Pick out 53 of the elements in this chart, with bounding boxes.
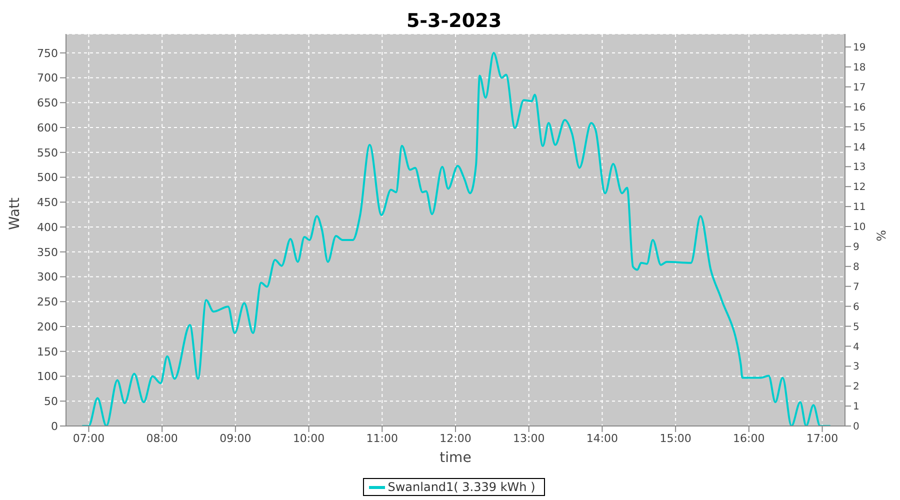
x-tick-label: 14:00 xyxy=(586,432,618,445)
x-tick-label: 09:00 xyxy=(220,432,252,445)
chart-title: 5-3-2023 xyxy=(405,10,503,32)
y2-tick-label: 8 xyxy=(853,262,860,273)
x-tick-label: 15:00 xyxy=(660,432,692,445)
y2-tick-label: 15 xyxy=(853,122,866,134)
y2-tick-label: 2 xyxy=(853,382,860,393)
y-tick-label: 50 xyxy=(44,395,58,408)
y-tick-label: 350 xyxy=(37,246,58,259)
y2-tick-label: 10 xyxy=(853,222,866,234)
y-tick-label: 0 xyxy=(51,420,58,433)
y-tick-label: 650 xyxy=(37,96,58,110)
y2-axis-title: % xyxy=(874,230,888,242)
y-tick-label: 700 xyxy=(37,72,58,85)
y2-tick-label: 17 xyxy=(853,82,866,94)
y2-tick-label: 0 xyxy=(853,422,860,433)
y-tick-label: 550 xyxy=(37,146,58,160)
y2-tick-label: 14 xyxy=(853,142,866,154)
x-tick-label: 10:00 xyxy=(292,432,325,445)
y-tick-label: 150 xyxy=(37,345,58,358)
y-tick-label: 750 xyxy=(37,46,58,60)
y-tick-label: 500 xyxy=(37,171,58,184)
y2-tick-label: 13 xyxy=(853,162,866,174)
x-tick-label: 16:00 xyxy=(733,432,765,445)
x-tick-label: 07:00 xyxy=(72,432,105,445)
y2-tick-label: 7 xyxy=(853,282,860,293)
y2-tick-label: 18 xyxy=(853,62,866,74)
y-tick-label: 300 xyxy=(37,270,58,284)
x-tick-label: 13:00 xyxy=(513,432,545,445)
y2-tick-label: 4 xyxy=(853,342,860,353)
x-tick-label: 12:00 xyxy=(440,432,472,445)
y2-tick-label: 1 xyxy=(853,402,860,413)
y2-tick-label: 9 xyxy=(853,242,860,254)
x-tick-label: 11:00 xyxy=(366,432,398,445)
y2-tick-label: 16 xyxy=(853,102,866,114)
y-tick-label: 450 xyxy=(37,196,58,210)
line-series xyxy=(81,52,832,426)
y2-tick-label: 19 xyxy=(853,42,866,54)
x-axis-title: time xyxy=(440,450,472,466)
y2-tick-label: 5 xyxy=(853,322,860,333)
y-tick-label: 400 xyxy=(37,220,58,234)
y-tick-label: 100 xyxy=(37,370,58,384)
y2-tick-label: 6 xyxy=(853,302,860,313)
y-tick-label: 250 xyxy=(37,296,58,309)
y-tick-label: 600 xyxy=(37,121,58,134)
y2-tick-label: 12 xyxy=(853,182,866,194)
x-tick-label: 17:00 xyxy=(806,432,838,445)
y2-tick-label: 11 xyxy=(853,202,866,214)
y2-tick-label: 3 xyxy=(853,362,860,373)
legend-label: Swanland1( 3.339 kWh ) xyxy=(386,480,536,494)
y-tick-label: 200 xyxy=(37,320,58,334)
x-tick-label: 08:00 xyxy=(146,432,178,445)
y-axis-title: Watt xyxy=(6,196,23,230)
